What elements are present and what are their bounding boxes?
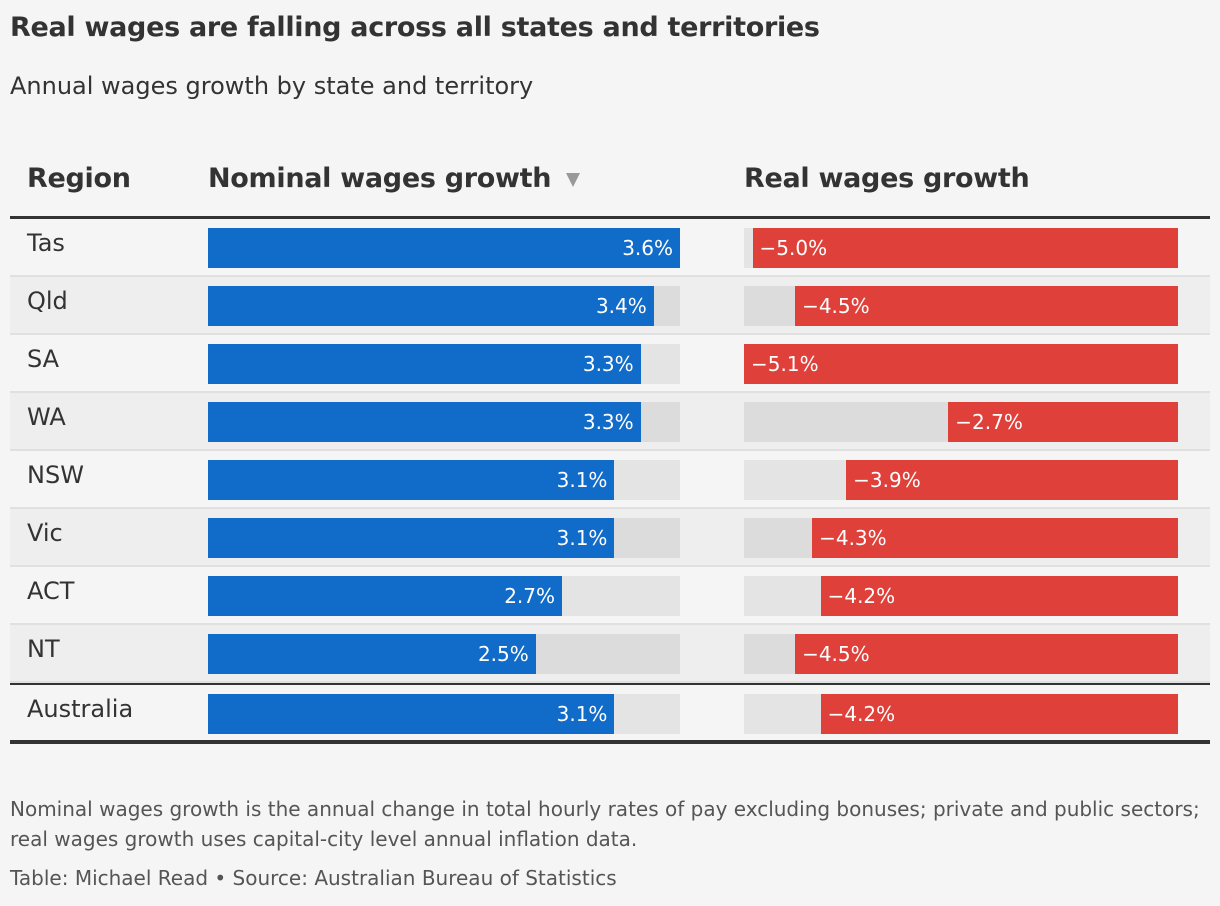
nominal-bar: 3.1% [208,694,615,734]
real-value-label: −5.1% [751,352,819,376]
chart-subtitle: Annual wages growth by state and territo… [10,72,534,100]
real-bar-track: −3.9% [744,460,1178,500]
real-value-label: −4.5% [802,642,870,666]
column-header-real[interactable]: Real wages growth [744,163,1030,194]
nominal-bar: 3.3% [208,402,641,442]
column-header-nominal[interactable]: Nominal wages growth [208,163,552,194]
table-row: ACT 2.7% −4.2% [10,567,1210,625]
region-label: NSW [27,461,84,489]
region-label: SA [27,345,60,373]
nominal-value-label: 3.3% [582,352,634,376]
real-bar-track: −4.5% [744,634,1178,674]
table-row: Qld 3.4% −4.5% [10,277,1210,335]
nominal-value-label: 3.6% [622,236,673,260]
real-value-label: −5.0% [759,236,828,260]
table-row: WA 3.3% −2.7% [10,393,1210,451]
nominal-bar: 3.4% [208,286,654,326]
real-bar-track: −4.2% [744,576,1178,616]
table-row: NSW 3.1% −3.9% [10,451,1210,509]
real-bar-track: −5.0% [744,228,1178,268]
table-row: SA 3.3% −5.1% [10,335,1210,393]
nominal-value-label: 3.4% [595,294,647,318]
table-body: Tas 3.6% −5.0% Qld 3.4% −4.5% SA 3.3% −5.1% WA 3.3… [10,219,1210,744]
nominal-bar-track: 3.3% [208,344,680,384]
region-label: ACT [27,577,75,605]
real-bar-track: −2.7% [744,402,1178,442]
real-bar: −4.3% [812,518,1178,558]
real-bar-track: −4.5% [744,286,1178,326]
nominal-bar-track: 3.3% [208,402,680,442]
real-bar: −2.7% [948,402,1178,442]
real-bar: −4.2% [820,576,1178,616]
real-bar: −4.2% [820,694,1178,734]
nominal-bar-track: 3.4% [208,286,680,326]
real-bar-track: −5.1% [744,344,1178,384]
total-row: Australia 3.1% −4.2% [10,685,1210,740]
column-header-region[interactable]: Region [27,163,131,194]
header-rule [10,216,1210,219]
nominal-bar-track: 3.1% [208,460,680,500]
real-bar: −5.0% [752,228,1178,268]
nominal-bar-track: 2.5% [208,634,680,674]
real-bar-track: −4.3% [744,518,1178,558]
real-value-label: −4.2% [827,584,896,608]
real-value-label: −4.2% [827,702,896,726]
real-value-label: −3.9% [853,468,921,492]
real-value-label: −4.3% [819,526,887,550]
region-label: WA [27,403,66,431]
table-row: NT 2.5% −4.5% [10,625,1210,683]
real-value-label: −2.7% [955,410,1023,434]
nominal-value-label: 3.3% [582,410,634,434]
real-bar: −4.5% [795,286,1178,326]
nominal-bar-track: 2.7% [208,576,680,616]
footnote: Nominal wages growth is the annual chang… [10,797,1200,851]
nominal-bar: 2.5% [208,634,536,674]
nominal-value-label: 3.1% [556,468,608,492]
bottom-rule [10,740,1210,744]
nominal-bar: 3.1% [208,518,615,558]
nominal-value-label: 3.1% [556,526,608,550]
region-label: Tas [27,229,65,257]
region-label: Qld [27,287,68,315]
nominal-value-label: 3.1% [556,702,608,726]
real-bar-track: −4.2% [744,694,1178,734]
chart-title: Real wages are falling across all states… [10,12,820,43]
nominal-value-label: 2.5% [477,642,529,666]
nominal-bar: 3.1% [208,460,615,500]
total-rule [10,681,1210,685]
nominal-bar-track: 3.6% [208,228,680,268]
real-bar: −4.5% [795,634,1178,674]
region-label: NT [27,635,60,663]
real-bar: −3.9% [846,460,1178,500]
nominal-bar-track: 3.1% [208,518,680,558]
nominal-bar: 2.7% [208,576,562,616]
nominal-bar-track: 3.1% [208,694,680,734]
sort-descending-icon[interactable] [566,173,580,187]
nominal-bar: 3.6% [208,228,680,268]
real-bar: −5.1% [744,344,1178,384]
credit: Table: Michael Read • Source: Australian… [10,866,617,890]
table-row: Tas 3.6% −5.0% [10,219,1210,277]
real-value-label: −4.5% [802,294,870,318]
region-label: Vic [27,519,63,547]
nominal-bar: 3.3% [208,344,641,384]
table-row: Vic 3.1% −4.3% [10,509,1210,567]
nominal-value-label: 2.7% [504,584,555,608]
region-label: Australia [27,695,134,723]
